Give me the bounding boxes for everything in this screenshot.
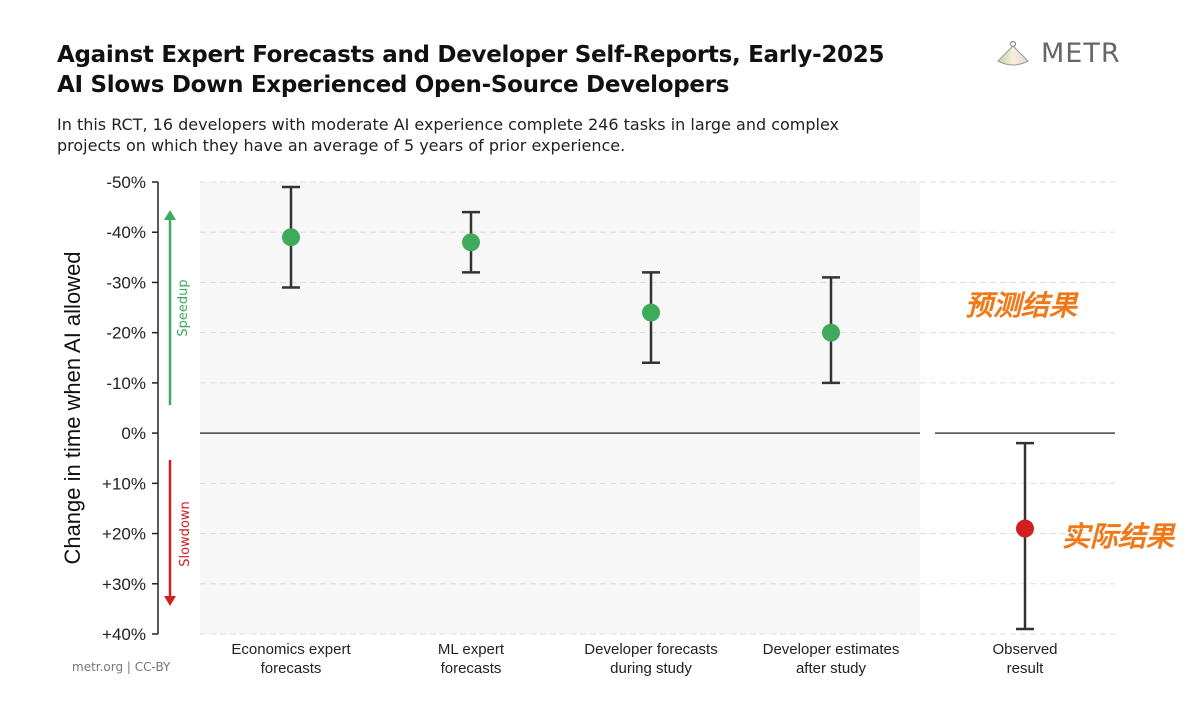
forecast-annotation: 预测结果 (965, 289, 1079, 322)
data-point (822, 323, 840, 342)
x-tick-label: forecasts (261, 660, 322, 677)
x-tick-label: Developer estimates (763, 641, 900, 658)
y-tick-label: +10% (102, 474, 146, 493)
title-line-2: AI Slows Down Experienced Open-Source De… (57, 72, 730, 98)
y-tick-label: +30% (102, 575, 146, 594)
y-tick-label: -20% (106, 324, 146, 343)
fan-icon (997, 40, 1029, 65)
footer-credit: metr.org | CC-BY (72, 660, 171, 674)
data-point (1016, 519, 1034, 538)
speedup-arrowhead (164, 210, 176, 220)
y-tick-label: +40% (102, 625, 146, 644)
speedup-label: Speedup (176, 279, 191, 336)
y-tick-label: -50% (106, 173, 146, 192)
logo-text: METR (1041, 38, 1121, 69)
subtitle-line-2: projects on which they have an average o… (57, 136, 626, 155)
plot-background (200, 182, 920, 634)
metr-logo: METR (995, 38, 1121, 69)
chart-subtitle: In this RCT, 16 developers with moderate… (57, 114, 987, 156)
y-tick-label: -10% (106, 374, 146, 393)
x-tick-label: forecasts (441, 660, 502, 677)
actual-annotation: 实际结果 (1062, 520, 1176, 553)
chart-title: Against Expert Forecasts and Developer S… (57, 40, 884, 100)
data-point (282, 228, 300, 247)
slowdown-arrowhead (164, 596, 176, 606)
data-point (642, 303, 660, 322)
x-tick-label: Observed (992, 641, 1057, 658)
data-point (462, 233, 480, 252)
x-tick-label: ML expert (438, 641, 505, 658)
x-tick-label: Developer forecasts (584, 641, 717, 658)
y-axis-label: Change in time when AI allowed (60, 251, 85, 564)
x-tick-label: after study (796, 660, 867, 677)
y-tick-label: -30% (106, 273, 146, 292)
x-tick-label: during study (610, 660, 692, 677)
y-tick-label: -40% (106, 223, 146, 242)
slowdown-label: Slowdown (178, 501, 193, 567)
title-line-1: Against Expert Forecasts and Developer S… (57, 42, 885, 68)
y-tick-label: 0% (121, 424, 146, 443)
subtitle-line-1: In this RCT, 16 developers with moderate… (57, 115, 840, 134)
x-tick-label: result (1007, 660, 1045, 677)
y-tick-label: +20% (102, 525, 146, 544)
x-tick-label: Economics expert (231, 641, 351, 658)
